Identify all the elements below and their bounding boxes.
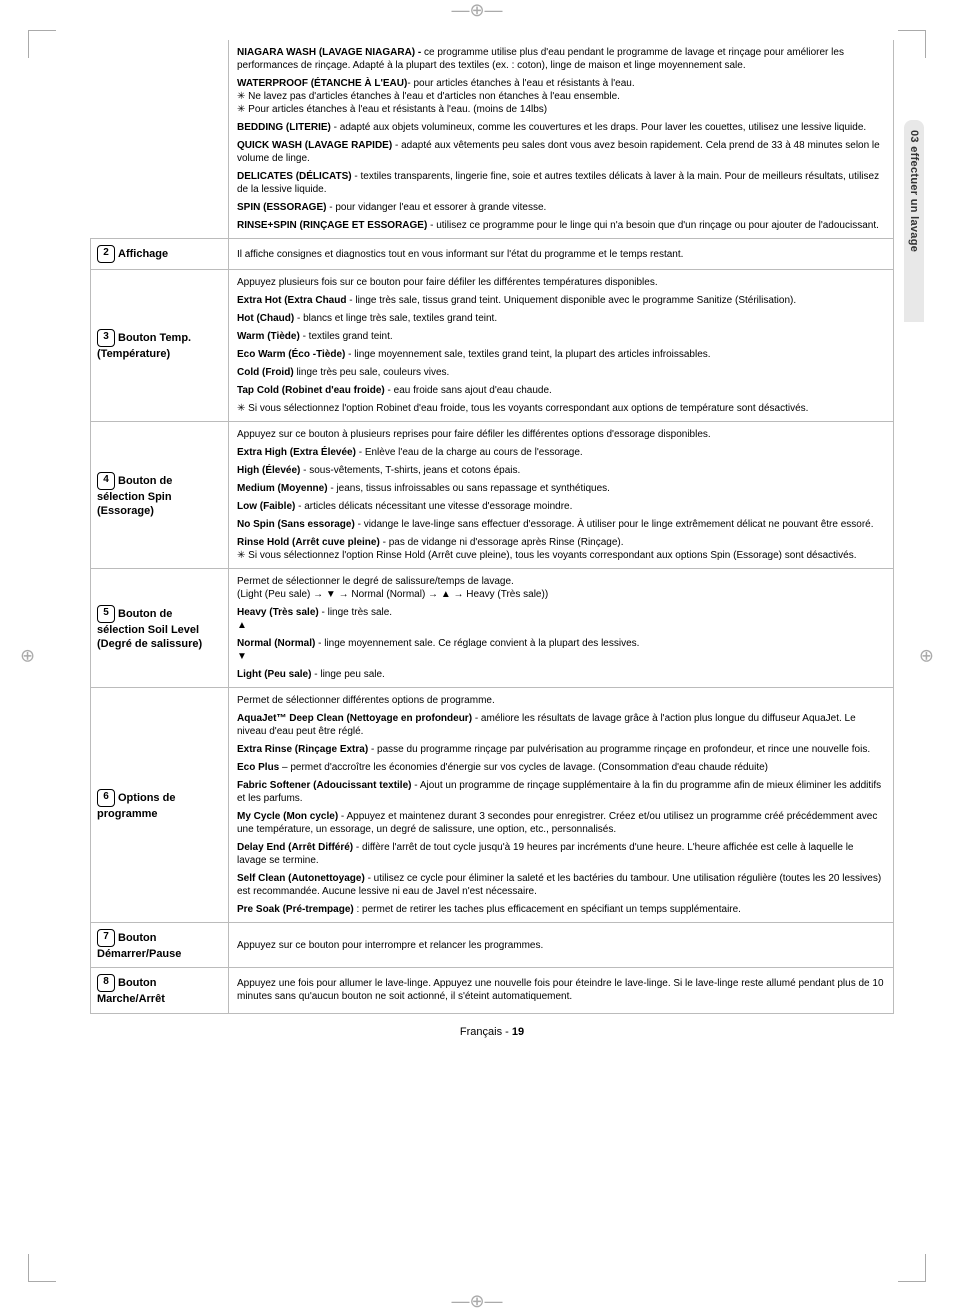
row-description: Permet de sélectionner le degré de salis…	[229, 569, 894, 688]
term-bold: My Cycle (Mon cycle)	[237, 811, 341, 822]
term-bold: Self Clean (Autonettoyage)	[237, 873, 368, 884]
term-bold: Extra Rinse (Rinçage Extra)	[237, 744, 371, 755]
term-text: - eau froide sans ajout d'eau chaude.	[388, 385, 552, 396]
term-bold: AquaJet™ Deep Clean (Nettoyage en profon…	[237, 713, 475, 724]
row-description: Appuyez une fois pour allumer le lave-li…	[229, 968, 894, 1013]
registration-mark-bottom: —⊕—	[451, 1291, 502, 1312]
row-number-badge: 7	[97, 929, 115, 947]
term-text: ✳ Si vous sélectionnez l'option Robinet …	[237, 403, 808, 414]
term-bold: Warm (Tiède)	[237, 331, 303, 342]
row-label	[91, 40, 229, 239]
term-bold: RINSE+SPIN (RINÇAGE ET ESSORAGE)	[237, 220, 430, 231]
row-number-badge: 8	[97, 974, 115, 992]
term-bold: Tap Cold (Robinet d'eau froide)	[237, 385, 388, 396]
registration-mark-right: ⊕	[919, 646, 934, 667]
term-text: - Enlève l'eau de la charge au cours de …	[359, 447, 583, 458]
term-text: - utilisez ce programme pour le linge qu…	[430, 220, 879, 231]
term-bold: WATERPROOF (ÉTANCHE À L'EAU)	[237, 78, 407, 89]
row-label: 5Bouton de sélection Soil Level (Degré d…	[91, 569, 229, 688]
row-description: Il affiche consignes et diagnostics tout…	[229, 239, 894, 270]
term-text: - blancs et linge très sale, textiles gr…	[297, 313, 497, 324]
term-bold: Medium (Moyenne)	[237, 483, 330, 494]
footer-page-number: 19	[512, 1026, 524, 1038]
term-text: : permet de retirer les taches plus effi…	[357, 904, 741, 915]
term-text: - pour vidanger l'eau et essorer à grand…	[329, 202, 546, 213]
term-bold: DELICATES (DÉLICATS)	[237, 171, 354, 182]
row-label: 2Affichage	[91, 239, 229, 270]
term-bold: Cold (Froid)	[237, 367, 296, 378]
term-bold: Low (Faible)	[237, 501, 298, 512]
row-label: 4Bouton de sélection Spin (Essorage)	[91, 422, 229, 569]
row-description: NIAGARA WASH (LAVAGE NIAGARA) - ce progr…	[229, 40, 894, 239]
registration-mark-left: ⊕	[20, 646, 35, 667]
feature-table: NIAGARA WASH (LAVAGE NIAGARA) - ce progr…	[90, 40, 894, 1014]
term-text: Appuyez plusieurs fois sur ce bouton pou…	[237, 277, 658, 288]
row-number-badge: 6	[97, 789, 115, 807]
row-label: 8Bouton Marche/Arrêt	[91, 968, 229, 1013]
row-number-badge: 4	[97, 472, 115, 490]
term-text: - linge peu sale.	[314, 669, 385, 680]
term-text: - passe du programme rinçage par pulvéri…	[371, 744, 870, 755]
term-bold: Extra Hot (Extra Chaud	[237, 295, 349, 306]
term-text: Appuyez une fois pour allumer le lave-li…	[237, 978, 884, 1002]
term-text: linge très peu sale, couleurs vives.	[296, 367, 449, 378]
term-text: Permet de sélectionner différentes optio…	[237, 695, 495, 706]
term-bold: BEDDING (LITERIE)	[237, 122, 334, 133]
term-bold: Pre Soak (Pré-trempage)	[237, 904, 357, 915]
row-number-badge: 5	[97, 605, 115, 623]
term-bold: Eco Plus	[237, 762, 282, 773]
term-bold: Normal (Normal)	[237, 638, 318, 649]
row-label: 6Options de programme	[91, 688, 229, 923]
row-label-text: Affichage	[118, 248, 168, 260]
term-text: Permet de sélectionner le degré de salis…	[237, 576, 548, 600]
term-text: - linge très sale, tissus grand teint. U…	[349, 295, 796, 306]
section-tab: 03 effectuer un lavage	[904, 120, 924, 322]
term-text: - articles délicats nécessitant une vite…	[298, 501, 572, 512]
row-description: Appuyez sur ce bouton à plusieurs repris…	[229, 422, 894, 569]
page-footer: Français - 19	[90, 1026, 894, 1038]
term-bold: Delay End (Arrêt Différé)	[237, 842, 356, 853]
term-bold: SPIN (ESSORAGE)	[237, 202, 329, 213]
term-text: Appuyez sur ce bouton pour interrompre e…	[237, 940, 543, 951]
term-text: - textiles grand teint.	[303, 331, 393, 342]
term-bold: Rinse Hold (Arrêt cuve pleine)	[237, 537, 383, 548]
term-bold: High (Élevée)	[237, 465, 303, 476]
row-label: 7Bouton Démarrer/Pause	[91, 923, 229, 968]
footer-language: Français -	[460, 1026, 512, 1038]
term-text: - sous-vêtements, T-shirts, jeans et cot…	[303, 465, 520, 476]
term-text: Il affiche consignes et diagnostics tout…	[237, 249, 683, 260]
term-bold: Heavy (Très sale)	[237, 607, 322, 618]
row-label: 3Bouton Temp. (Température)	[91, 270, 229, 422]
term-bold: Fabric Softener (Adoucissant textile)	[237, 780, 414, 791]
term-bold: No Spin (Sans essorage)	[237, 519, 358, 530]
term-text: Appuyez sur ce bouton à plusieurs repris…	[237, 429, 711, 440]
row-description: Appuyez plusieurs fois sur ce bouton pou…	[229, 270, 894, 422]
row-description: Appuyez sur ce bouton pour interrompre e…	[229, 923, 894, 968]
row-description: Permet de sélectionner différentes optio…	[229, 688, 894, 923]
registration-mark-top: —⊕—	[451, 0, 502, 21]
term-text: - jeans, tissus infroissables ou sans re…	[330, 483, 610, 494]
row-number-badge: 2	[97, 245, 115, 263]
term-bold: Extra High (Extra Élevée)	[237, 447, 359, 458]
term-bold: Light (Peu sale)	[237, 669, 314, 680]
term-bold: QUICK WASH (LAVAGE RAPIDE)	[237, 140, 395, 151]
term-bold: Eco Warm (Éco -Tiède)	[237, 349, 348, 360]
term-text: - adapté aux objets volumineux, comme le…	[334, 122, 867, 133]
term-bold: Hot (Chaud)	[237, 313, 297, 324]
term-bold: NIAGARA WASH (LAVAGE NIAGARA) -	[237, 47, 424, 58]
term-text: - vidange le lave-linge sans effectuer d…	[358, 519, 874, 530]
term-text: - linge moyennement sale, textiles grand…	[348, 349, 710, 360]
term-text: – permet d'accroître les économies d'éne…	[282, 762, 768, 773]
row-number-badge: 3	[97, 329, 115, 347]
